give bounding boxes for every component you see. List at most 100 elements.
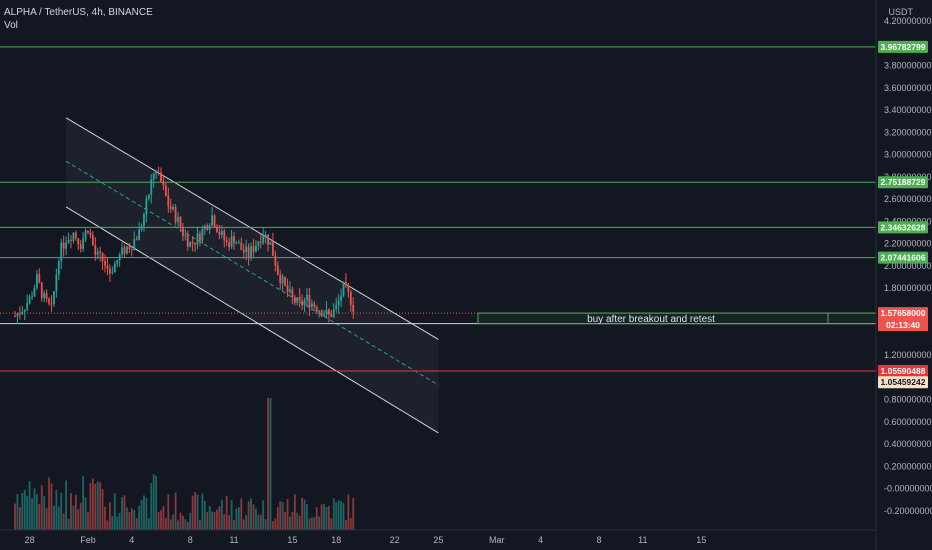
volume-bar — [264, 519, 267, 530]
candle-body — [179, 217, 182, 228]
volume-bar — [182, 515, 184, 530]
candle-body — [172, 206, 175, 210]
price-tick-label: 2.20000000 — [884, 239, 932, 249]
candle-body — [203, 225, 206, 229]
volume-bar — [320, 504, 323, 530]
candle-body — [62, 242, 65, 249]
candle-body — [269, 241, 272, 245]
candle-body — [60, 242, 63, 262]
price-level-badge — [878, 176, 928, 189]
candle-body — [57, 261, 60, 275]
candle-body — [33, 287, 36, 297]
candle-body — [162, 181, 165, 186]
candle-body — [213, 215, 216, 227]
volume-bar — [126, 507, 128, 530]
currency-label: USDT — [889, 7, 914, 17]
candle-body — [140, 226, 143, 230]
candle-body — [152, 173, 155, 180]
candle-body — [50, 303, 53, 305]
volume-bar — [194, 492, 196, 530]
volume-bar — [70, 493, 72, 530]
price-level-badge-label: 2.34632628 — [881, 222, 926, 232]
volume-bar — [109, 502, 111, 530]
candle-body — [240, 242, 243, 250]
price-tick-label: 3.00000000 — [884, 150, 932, 160]
time-tick-label: 4 — [129, 535, 134, 545]
candle-body — [138, 229, 140, 240]
volume-bar — [111, 515, 114, 530]
candle-body — [220, 231, 223, 236]
price-tick-label: 0.80000000 — [884, 395, 932, 405]
channel-fill — [66, 117, 439, 433]
volume-bar — [164, 517, 167, 530]
volume-bar — [301, 497, 304, 530]
volume-bar — [123, 495, 126, 530]
channel-upper-line[interactable] — [65, 117, 439, 340]
price-level-badge — [878, 376, 928, 389]
volume-bar — [315, 507, 318, 530]
candle-body — [45, 293, 48, 299]
volume-bar — [138, 505, 140, 530]
candle-body — [189, 242, 192, 247]
candle-body — [164, 185, 167, 196]
candle-body — [191, 242, 194, 244]
candle-body — [43, 293, 46, 299]
volume-bar — [206, 512, 209, 530]
volume-bar — [328, 506, 330, 530]
candle-body — [335, 305, 338, 310]
volume-bar — [308, 518, 311, 530]
price-tick-label: -0.20000000 — [884, 506, 932, 516]
time-axis: 28 Feb 4 8 11 15 18 22 25 Mar 4 8 11 15 — [0, 529, 876, 545]
volume-bar — [230, 500, 233, 530]
time-tick-label: Mar — [489, 535, 505, 545]
candle-body — [99, 251, 102, 253]
volume-bar — [130, 508, 133, 530]
candle-body — [318, 310, 321, 312]
candle-body — [225, 240, 228, 243]
volume-bar — [184, 519, 187, 530]
candle-body — [118, 254, 121, 261]
candle-body — [23, 309, 26, 312]
volume-bar — [189, 512, 192, 530]
volume-bar — [48, 477, 50, 530]
channel-lower-line[interactable] — [65, 206, 439, 434]
annotation-box: buy after breakout and retest — [477, 312, 877, 325]
volume-bar — [21, 493, 24, 530]
price-level-badge-label: 2.75188729 — [881, 177, 926, 187]
countdown-label: 02:13:40 — [886, 320, 920, 330]
candle-body — [201, 228, 204, 241]
candle-body — [128, 246, 131, 249]
candle-body — [272, 241, 274, 256]
volume-bar — [216, 509, 218, 530]
time-tick-label: 11 — [638, 535, 647, 545]
candle-body — [96, 251, 99, 255]
volume-bar — [74, 494, 77, 530]
candle-body — [293, 297, 296, 303]
volume-bar — [186, 521, 189, 530]
volume-bar — [218, 506, 221, 530]
time-tick-label: 22 — [390, 535, 400, 545]
price-level-badge — [878, 40, 928, 53]
volume-bar — [332, 498, 335, 530]
volume-bar — [272, 521, 274, 530]
candle-body — [74, 232, 77, 239]
volume-bar — [242, 519, 245, 530]
candle-body — [36, 274, 38, 288]
candle-body — [328, 309, 330, 315]
volume-bar — [323, 503, 325, 530]
candle-body — [28, 297, 31, 304]
volume-bar — [143, 495, 145, 530]
channel-middle-line[interactable] — [65, 160, 439, 386]
volume-bar — [220, 499, 223, 530]
volume-bar — [150, 482, 153, 530]
volume-bar — [250, 498, 252, 530]
time-tick-label: 18 — [331, 535, 341, 545]
chart-header: ALPHA / TetherUS, 4h, BINANCE Vol — [4, 6, 153, 32]
volume-bar — [201, 493, 204, 530]
volume-bar — [79, 502, 82, 530]
last-price-label: 1.57658000 — [881, 308, 926, 318]
price-tick-label: 3.80000000 — [884, 61, 932, 71]
volume-bar — [135, 518, 138, 530]
candle-body — [242, 249, 245, 253]
